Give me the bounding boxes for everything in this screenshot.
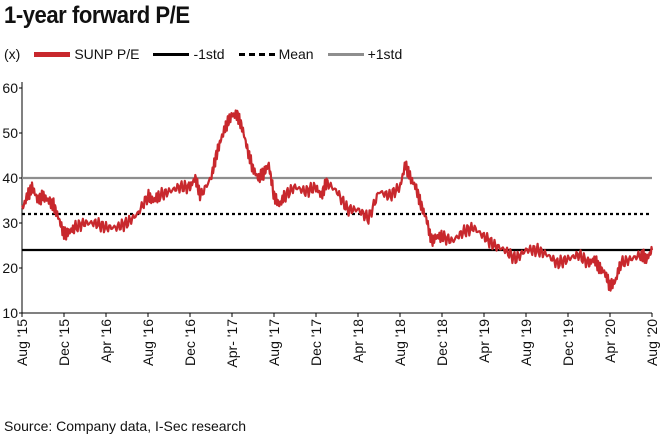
legend-swatch-sunp [34,51,71,57]
x-tick-label-11: Apr '19 [476,319,492,363]
y-tick-label-20: 20 [2,260,18,276]
y-tick-label-60: 60 [2,80,18,96]
legend-item-sunp: SUNP P/E [34,46,139,62]
x-tick-label-1: Dec '15 [56,319,72,366]
x-tick-label-4: Dec '16 [182,319,198,366]
legend-item-plus-1std: +1std [327,46,403,62]
pe-chart: 10 20 30 40 50 60 Aug '15 Dec '15 Apr '16 Aug '16… [2,80,660,368]
legend-swatch-plus-1std [327,52,364,56]
legend-swatch-mean [238,52,275,56]
x-tick-label-12: Aug '19 [518,319,534,366]
legend-swatch-minus-1std [153,52,190,56]
legend-item-minus-1std: -1std [153,46,225,62]
x-tick-label-3: Aug '16 [140,319,156,366]
legend-label-mean: Mean [278,46,314,62]
x-tick-label-14: Apr '20 [602,319,618,363]
chart-title: 1-year forward P/E [4,2,190,29]
y-tick-label-40: 40 [2,170,18,186]
x-tick-label-10: Dec '18 [434,319,450,366]
legend-label-sunp: SUNP P/E [74,46,140,62]
x-tick-label-7: Dec '17 [308,319,324,366]
y-tick-label-10: 10 [2,305,18,321]
x-tick-label-0: Aug '15 [14,319,30,366]
y-tick-label-50: 50 [2,125,18,141]
x-tick-label-15: Aug '20 [644,319,660,366]
legend-label-plus-1std: +1std [367,46,403,62]
legend: (x) SUNP P/E -1std Mean +1std [4,44,416,64]
x-tick-label-9: Aug '18 [392,319,408,366]
y-unit-label: (x) [4,46,21,62]
x-tick-label-5: Apr- '17 [224,319,240,368]
legend-item-mean: Mean [238,46,314,62]
x-tick-label-8: Apr '18 [350,319,366,363]
y-tick-label-30: 30 [2,215,18,231]
x-tick-label-13: Dec '19 [560,319,576,366]
x-tick-label-2: Apr '16 [98,319,114,363]
legend-label-minus-1std: -1std [193,46,225,62]
x-tick-label-6: Aug '17 [266,319,282,366]
source-note: Source: Company data, I-Sec research [4,418,247,434]
series-line-sunp-pe [21,109,654,292]
